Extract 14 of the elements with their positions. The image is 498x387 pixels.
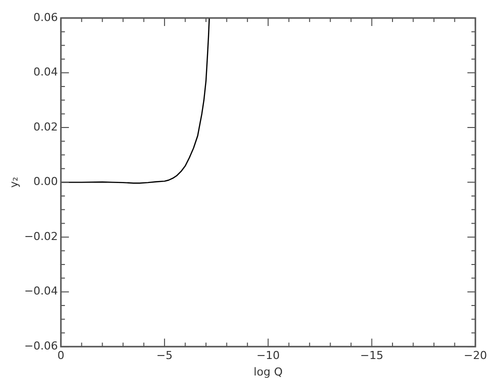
y-tick-label: 0.00 xyxy=(33,175,58,188)
x-tick-label: −10 xyxy=(256,349,280,362)
x-tick-label: −20 xyxy=(464,349,487,362)
y-axis-title: y₂ xyxy=(7,176,20,188)
y-tick-label: 0.04 xyxy=(33,66,58,79)
y-tick-label: 0.06 xyxy=(33,10,58,24)
x-axis-title: log Q xyxy=(254,365,283,378)
x-tick-label: 0 xyxy=(57,349,64,362)
y-tick-label: −0.06 xyxy=(24,339,58,352)
y-tick-label: −0.02 xyxy=(24,230,58,243)
y-tick-label: −0.04 xyxy=(24,284,58,298)
x-tick-label: −15 xyxy=(360,349,384,362)
x-tick-label: −5 xyxy=(156,349,173,362)
y-tick-label: 0.02 xyxy=(33,120,58,134)
